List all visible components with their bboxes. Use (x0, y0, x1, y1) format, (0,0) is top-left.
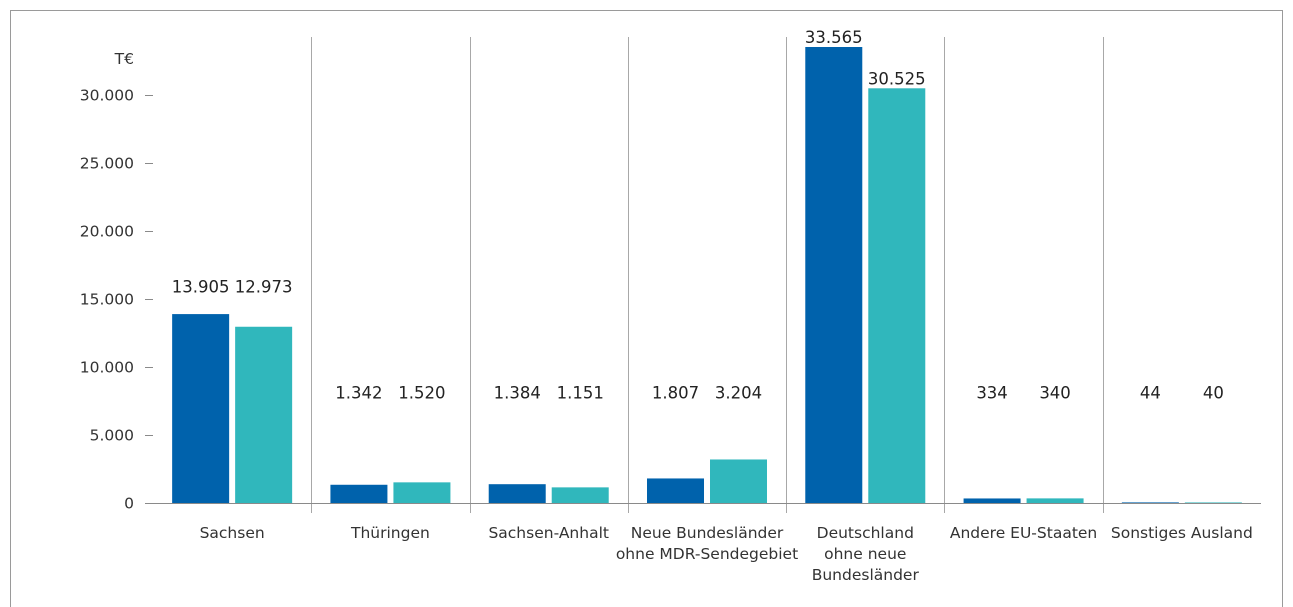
category-label: Sachsen (200, 524, 265, 542)
bar (710, 459, 767, 503)
data-label: 44 (1140, 383, 1161, 402)
bar (330, 484, 388, 503)
y-tick-label: 10.000 (80, 359, 134, 377)
bar (1026, 498, 1084, 503)
bar (805, 47, 863, 503)
data-label: 1.807 (652, 383, 699, 402)
bar (963, 498, 1021, 503)
y-tick-label: 30.000 (80, 87, 134, 105)
bar (172, 314, 230, 503)
bar (1184, 502, 1242, 504)
bar (868, 88, 926, 503)
data-label: 30.525 (868, 69, 926, 88)
bar (393, 482, 451, 503)
bar (488, 484, 546, 503)
category-label: Neue Bundesländer (631, 524, 784, 542)
data-label: 1.520 (398, 383, 445, 402)
category-label: Andere EU-Staaten (950, 524, 1097, 542)
data-label: 40 (1203, 383, 1224, 402)
data-label: 33.565 (805, 28, 863, 47)
category-label: Sonstiges Ausland (1111, 524, 1253, 542)
category-label: Bundesländer (812, 566, 920, 584)
bar (1121, 502, 1179, 504)
y-tick-label: 20.000 (80, 223, 134, 241)
category-label: ohne neue (824, 545, 906, 563)
data-label: 340 (1039, 383, 1071, 402)
category-label: Thüringen (350, 524, 430, 542)
data-label: 13.905 (172, 277, 230, 296)
bar (235, 326, 293, 503)
y-tick-label: 25.000 (80, 155, 134, 173)
data-label: 1.151 (557, 383, 604, 402)
bar (551, 487, 609, 503)
data-label: 1.342 (335, 383, 382, 402)
y-tick-label: 0 (124, 495, 134, 513)
y-tick-label: 5.000 (90, 427, 134, 445)
category-label: Deutschland (817, 524, 914, 542)
bar (647, 478, 704, 503)
y-unit-label: T€ (114, 50, 134, 68)
y-tick-label: 15.000 (80, 291, 134, 309)
data-label: 3.204 (715, 383, 762, 402)
data-label: 334 (976, 383, 1008, 402)
chart-frame (10, 10, 1283, 607)
data-label: 1.384 (494, 383, 541, 402)
category-label: Sachsen-Anhalt (488, 524, 609, 542)
category-label: ohne MDR-Sendegebiet (616, 545, 798, 563)
data-label: 12.973 (235, 277, 293, 296)
